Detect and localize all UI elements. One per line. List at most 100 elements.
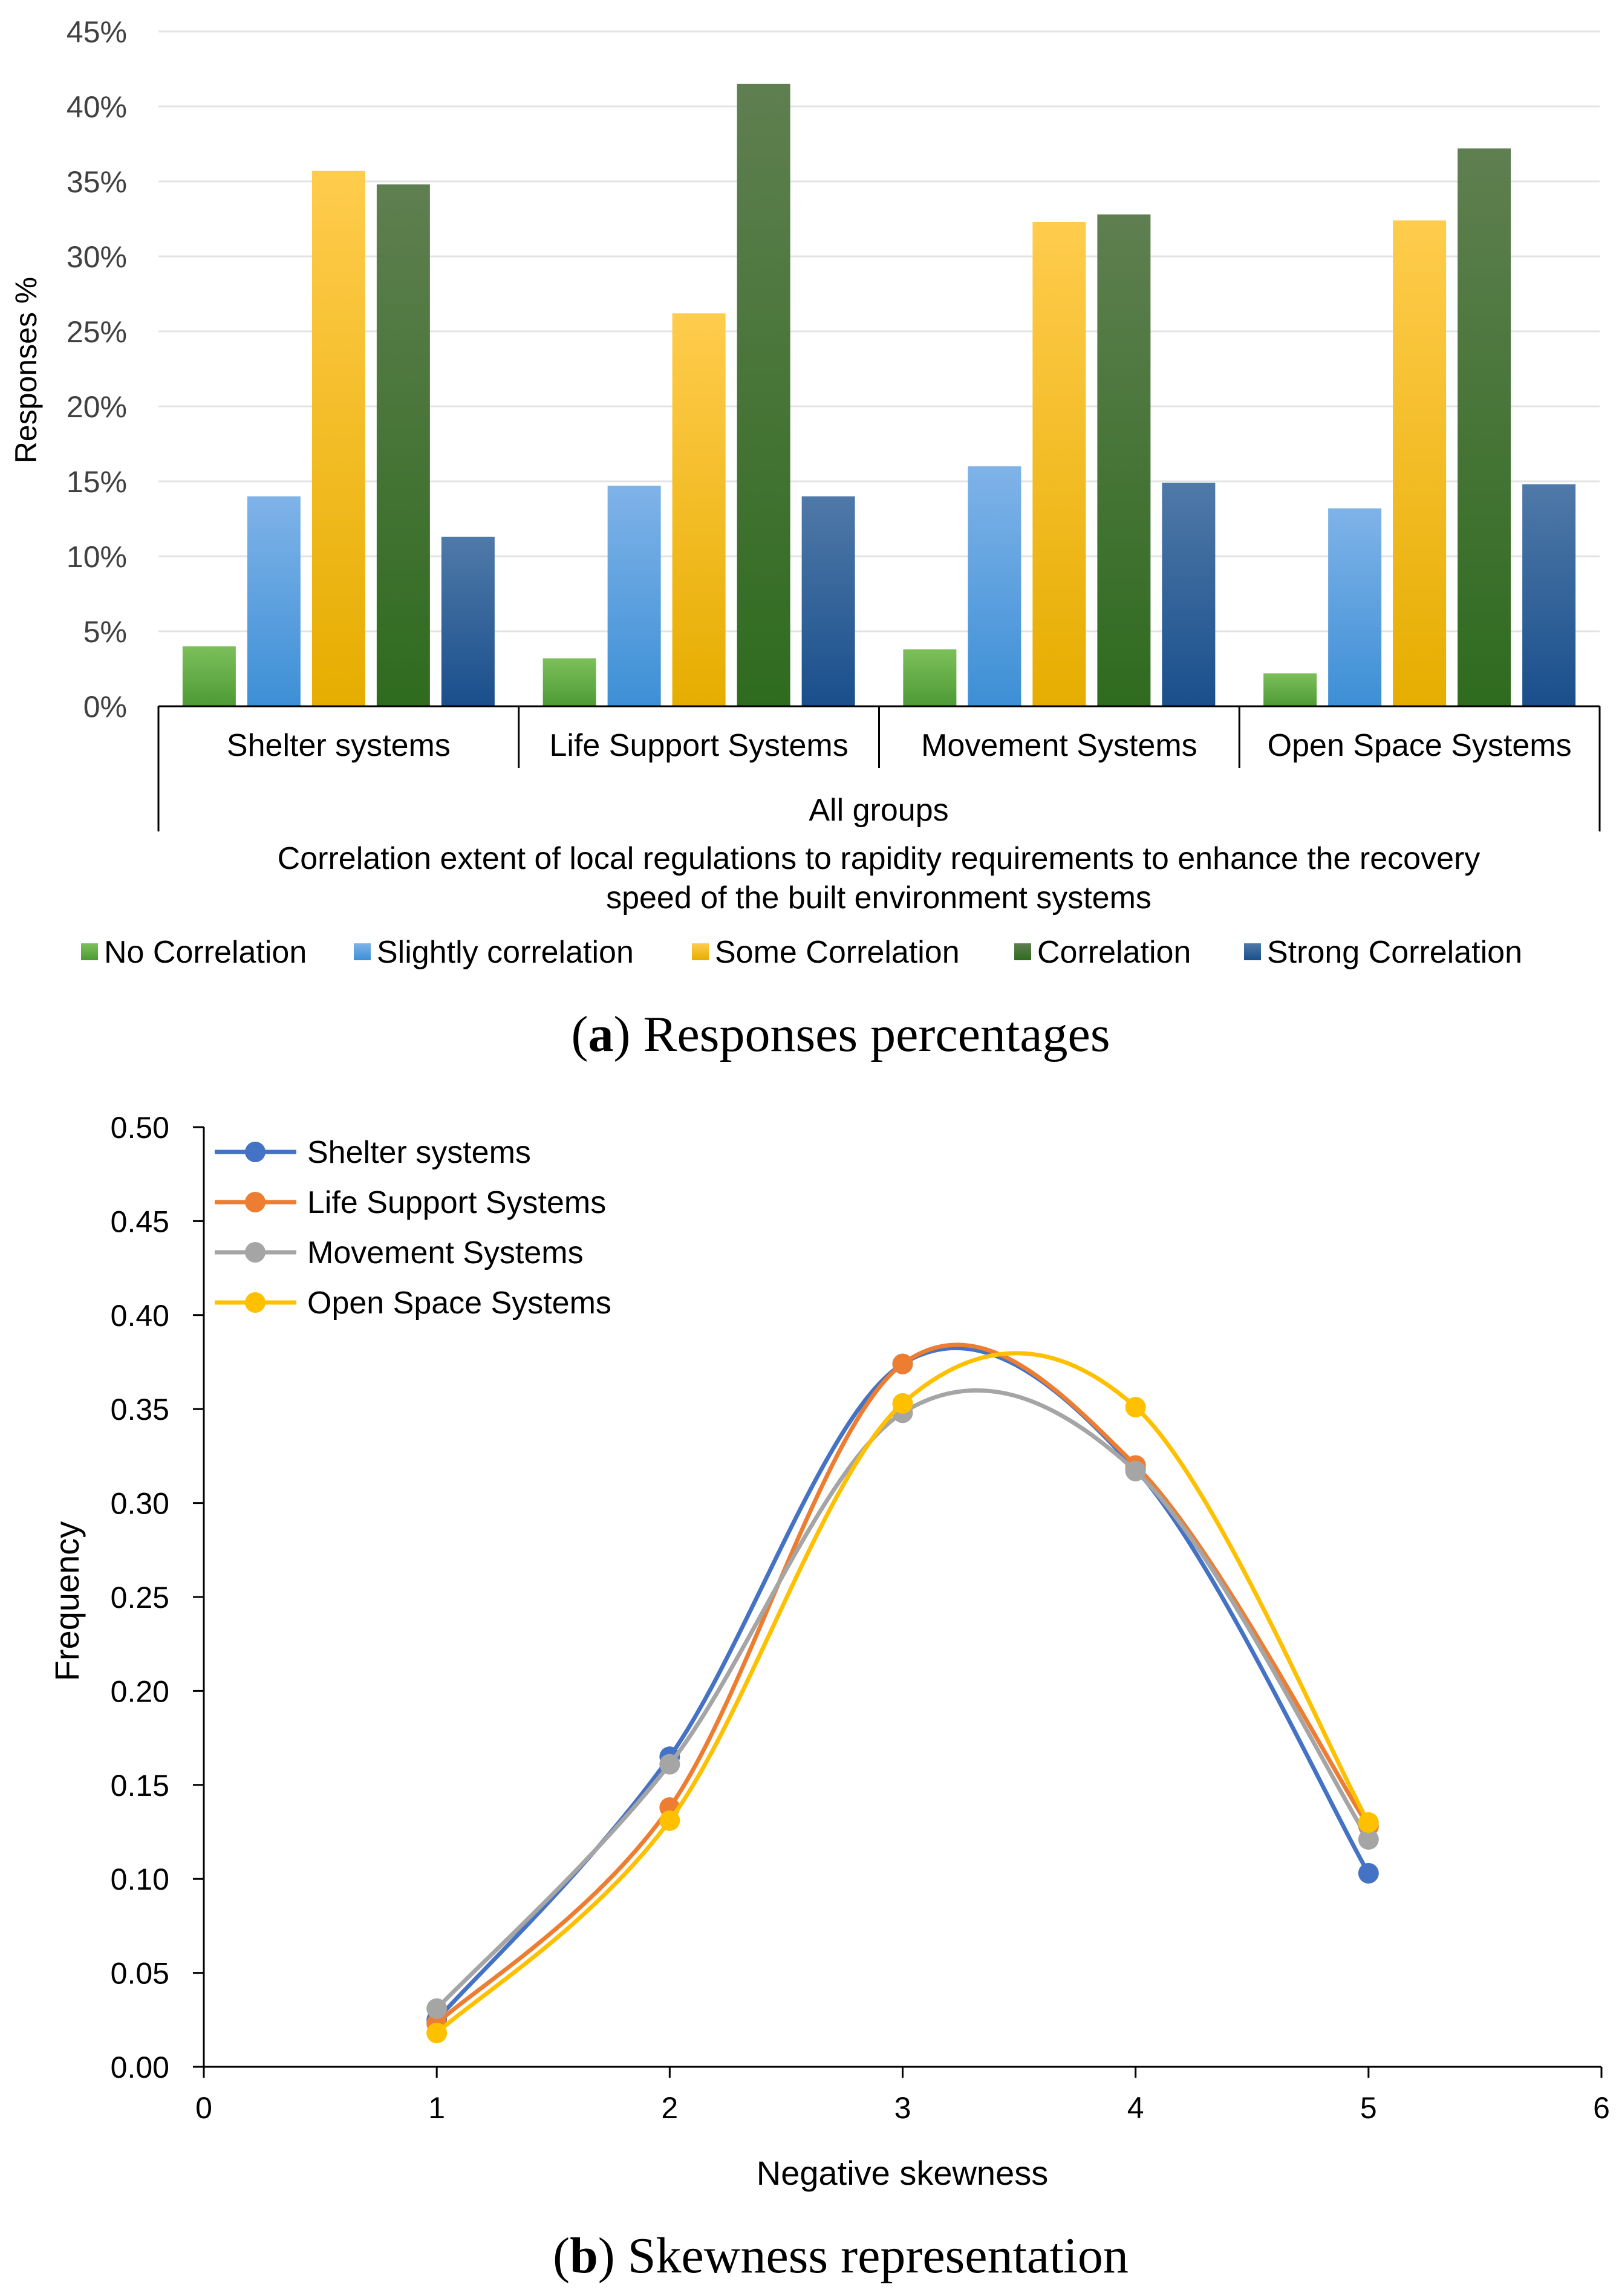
bar-category-label: Life Support Systems: [550, 728, 849, 763]
bar-correlation-shelter-systems: [376, 184, 430, 707]
caption-b: (b) Skewness representation: [553, 2228, 1129, 2284]
bar-legend-item: Some Correlation: [692, 935, 960, 970]
bar-legend-swatch: [692, 943, 709, 960]
bar-no-correlation-life-support-systems: [542, 658, 596, 706]
bar-no-correlation-movement-systems: [903, 649, 957, 706]
line-legend-item: Movement Systems: [215, 1235, 584, 1270]
line-legend-item: Shelter systems: [215, 1135, 531, 1170]
bar-y-tick-label: 30%: [67, 240, 127, 274]
bar-legend-label: Slightly correlation: [377, 935, 634, 970]
bar-strong-correlation-open-space-systems: [1522, 484, 1576, 706]
line-x-tick-label: 6: [1593, 2091, 1610, 2125]
bar-category-label: Open Space Systems: [1268, 728, 1572, 763]
bar-y-tick-label: 25%: [67, 315, 127, 349]
line-y-tick-label: 0.50: [111, 1111, 169, 1145]
line-series: [426, 1342, 1379, 2044]
line-point-movement-systems: [659, 1754, 680, 1775]
line-legend-label: Life Support Systems: [307, 1185, 606, 1220]
line-legend-swatch-marker: [245, 1292, 265, 1313]
line-point-life-support-systems: [892, 1353, 913, 1374]
bar-legend-label: Strong Correlation: [1267, 935, 1522, 970]
line-y-tick-label: 0.20: [111, 1674, 169, 1708]
bar-slightly-correlation-shelter-systems: [247, 496, 301, 706]
line-legend: Shelter systems Life Support Systems Movem…: [215, 1135, 611, 1321]
line-x-axis-label: Negative skewness: [757, 2154, 1048, 2192]
bar-category-labels: Shelter systems Life Support Systems Movem…: [227, 728, 1572, 763]
line-x-tick-label: 1: [428, 2091, 445, 2125]
bar-some-correlation-life-support-systems: [672, 313, 726, 706]
bar-chart-panel-a: 0% 5% 10% 15% 20% 25% 30% 35% 40% 45% Shelter sys…: [9, 15, 1601, 970]
line-legend-label: Shelter systems: [307, 1135, 531, 1170]
line-point-open-space-systems: [1125, 1397, 1146, 1418]
line-x-tick-label: 3: [894, 2091, 911, 2125]
bar-legend-item: Strong Correlation: [1244, 935, 1522, 970]
line-x-tick-labels: 0 1 2 3 4 5 6: [195, 2091, 1610, 2125]
line-point-open-space-systems: [426, 2023, 448, 2044]
bar-y-axis-label: Responses %: [9, 277, 43, 464]
line-series-open-space-systems: [426, 1351, 1379, 2044]
line-y-tick-label: 0.05: [111, 1957, 169, 1991]
line-x-tick-label: 0: [195, 2091, 212, 2125]
line-point-shelter-systems: [1358, 1862, 1379, 1884]
bar-legend-swatch: [1244, 943, 1261, 960]
bar-legend-swatch: [1014, 943, 1031, 960]
line-path-movement-systems: [435, 1388, 1370, 2011]
caption-a: (a) Responses percentages: [571, 1006, 1110, 1062]
bar-correlation-life-support-systems: [737, 83, 790, 706]
line-y-tick-label: 0.15: [111, 1769, 169, 1803]
line-point-movement-systems: [426, 1998, 448, 2019]
bar-y-tick-label: 20%: [67, 390, 127, 424]
line-legend-item: Life Support Systems: [215, 1185, 606, 1220]
bar-some-correlation-open-space-systems: [1393, 220, 1447, 707]
bar-y-tick-label: 45%: [67, 15, 127, 49]
line-x-tick-label: 5: [1360, 2091, 1377, 2125]
line-y-tick-label: 0.10: [111, 1862, 169, 1896]
bar-category-label: Movement Systems: [921, 728, 1197, 763]
line-point-open-space-systems: [1358, 1812, 1379, 1833]
bar-legend-label: No Correlation: [104, 935, 307, 970]
line-y-axis-label: Frequency: [48, 1521, 86, 1682]
bar-legend: No Correlation Slightly correlation Some C…: [81, 935, 1522, 970]
bar-legend-item: Correlation: [1014, 935, 1191, 970]
bar-some-correlation-movement-systems: [1032, 221, 1086, 707]
caption-a-letter: a: [588, 1006, 613, 1062]
bar-correlation-open-space-systems: [1458, 148, 1511, 706]
bar-y-tick-label: 0%: [83, 690, 127, 724]
line-series-life-support-systems: [426, 1342, 1379, 2034]
line-x-tick-label: 4: [1127, 2091, 1144, 2125]
line-y-tick-label: 0.25: [111, 1581, 169, 1615]
bar-y-tick-label: 10%: [67, 540, 127, 574]
bar-legend-label: Some Correlation: [715, 935, 960, 970]
bar-y-tick-label: 5%: [83, 615, 127, 649]
bar-x-axis-label-line2: speed of the built environment systems: [606, 880, 1152, 915]
bar-legend-item: No Correlation: [81, 935, 307, 970]
line-legend-label: Movement Systems: [307, 1235, 584, 1270]
line-y-tick-label: 0.35: [111, 1393, 169, 1426]
line-legend-item: Open Space Systems: [215, 1286, 611, 1321]
line-point-open-space-systems: [892, 1393, 913, 1414]
bar-y-tick-labels: 0% 5% 10% 15% 20% 25% 30% 35% 40% 45%: [67, 15, 127, 724]
line-legend-swatch-marker: [245, 1242, 265, 1263]
bar-strong-correlation-movement-systems: [1162, 483, 1216, 706]
line-path-open-space-systems: [435, 1351, 1370, 2035]
bar-slightly-correlation-movement-systems: [968, 466, 1021, 706]
line-point-open-space-systems: [659, 1810, 680, 1831]
line-point-movement-systems: [1358, 1829, 1379, 1850]
caption-b-text: Skewness representation: [615, 2228, 1129, 2284]
bar-slightly-correlation-life-support-systems: [607, 486, 661, 706]
bar-strong-correlation-life-support-systems: [801, 496, 855, 706]
bar-bars: [182, 83, 1576, 707]
bar-category-label: Shelter systems: [227, 728, 451, 763]
line-legend-swatch-marker: [245, 1142, 265, 1162]
bar-correlation-movement-systems: [1097, 214, 1151, 706]
bar-some-correlation-shelter-systems: [311, 171, 365, 706]
line-axes: [193, 1126, 1603, 2078]
line-y-tick-label: 0.40: [111, 1299, 169, 1333]
line-y-tick-label: 0.30: [111, 1487, 169, 1521]
line-point-movement-systems: [1125, 1460, 1146, 1481]
line-legend-swatch-marker: [245, 1192, 265, 1212]
line-y-tick-label: 0.45: [111, 1205, 169, 1238]
caption-a-text: Responses percentages: [630, 1006, 1110, 1062]
caption-b-letter: b: [570, 2228, 598, 2284]
line-legend-label: Open Space Systems: [307, 1286, 611, 1321]
